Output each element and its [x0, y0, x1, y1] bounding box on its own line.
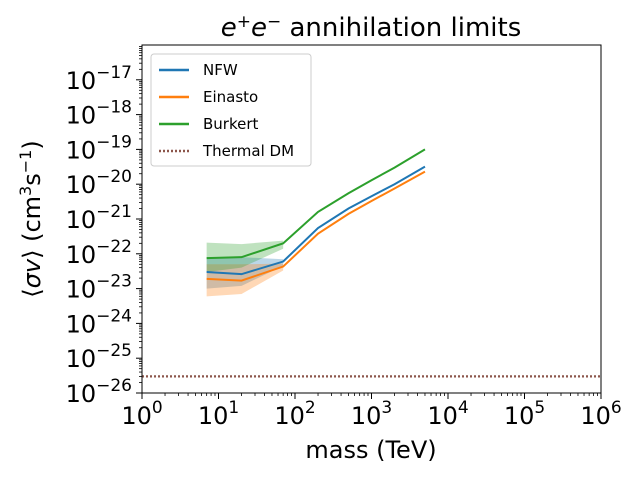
legend: NFW Einasto Burkert Thermal DM — [150, 53, 312, 167]
y-tick-label: 10−21 — [66, 202, 132, 234]
y-tick-label: 10−22 — [66, 237, 132, 269]
x-tick-label: 102 — [274, 398, 315, 430]
legend-box — [150, 53, 312, 167]
line-einasto — [206, 170, 426, 282]
x-tick-label: 105 — [504, 398, 545, 430]
legend-label: Einasto — [203, 88, 258, 106]
y-axis-ticks: 10−2610−2510−2410−2310−2210−2110−2010−19… — [66, 46, 142, 408]
line-nfw — [206, 165, 426, 276]
x-tick-label: 101 — [198, 398, 239, 430]
series-lines — [142, 148, 601, 378]
x-tick-label: 104 — [427, 398, 468, 430]
y-tick-label: 10−25 — [66, 341, 132, 373]
chart-title: e+e− annihilation limits — [221, 12, 522, 43]
y-tick-label: 10−23 — [66, 272, 132, 304]
legend-label: Burkert — [203, 115, 259, 133]
x-axis-ticks: 100 101 102 103 104 105 106 — [121, 393, 622, 430]
y-axis-label: ⟨σv⟩ (cm3s−1) — [16, 140, 46, 297]
x-tick-label: 106 — [580, 398, 621, 430]
x-axis-label: mass (TeV) — [305, 436, 436, 464]
y-tick-label: 10−19 — [66, 132, 132, 164]
x-tick-label: 100 — [121, 398, 162, 430]
y-tick-label: 10−17 — [66, 63, 132, 95]
legend-label: Thermal DM — [202, 142, 294, 160]
y-tick-label: 10−24 — [66, 306, 132, 338]
line-burkert — [206, 148, 426, 260]
y-tick-label: 10−20 — [66, 167, 132, 199]
x-tick-label: 103 — [351, 398, 392, 430]
legend-label: NFW — [203, 61, 238, 79]
y-tick-label: 10−18 — [66, 98, 132, 130]
y-tick-label: 10−26 — [66, 376, 132, 408]
